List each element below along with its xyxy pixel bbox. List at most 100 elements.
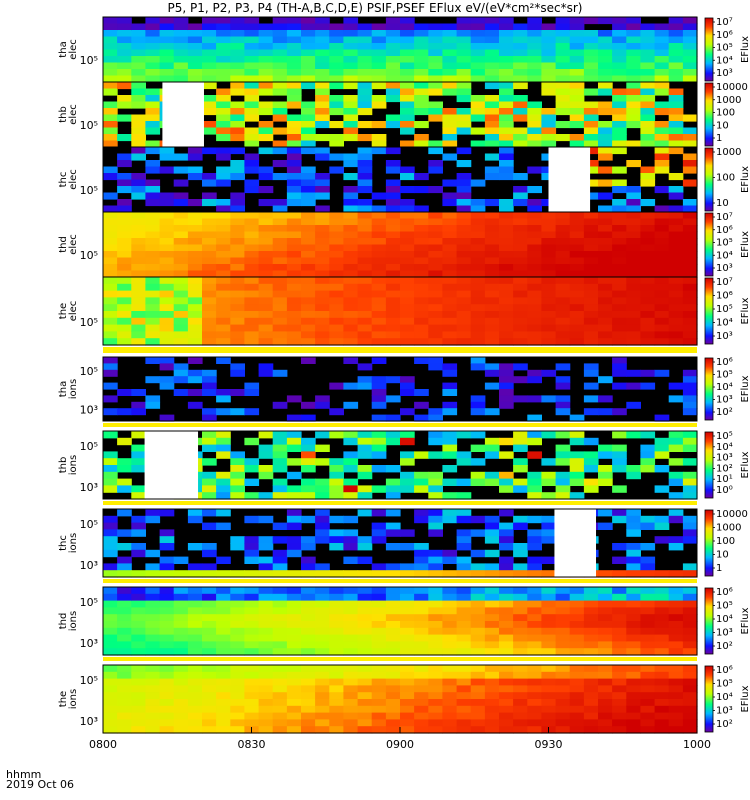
spectrogram-cell (258, 726, 274, 734)
spectrogram-cell (329, 627, 344, 636)
panel-frame (102, 276, 698, 346)
spectrogram-cell (329, 331, 344, 339)
spectrogram-cell (343, 699, 359, 707)
spectrogram-cell (187, 290, 203, 298)
spectrogram-cell (654, 485, 670, 493)
spectrogram-cell (527, 671, 542, 680)
spectrogram-cell (202, 147, 217, 155)
spectrogram-cell (371, 205, 387, 213)
spectrogram-cell (400, 726, 415, 734)
spectrogram-cell (414, 69, 429, 77)
spectrogram-cell (654, 166, 670, 174)
spectrogram-cell (286, 311, 302, 319)
spectrogram-cell (470, 290, 486, 298)
spectrogram-cell (315, 225, 330, 233)
spectrogram-cell (357, 376, 373, 384)
spectrogram-cell (428, 147, 443, 155)
spectrogram-cell (258, 641, 274, 649)
spectrogram-cell (428, 331, 443, 339)
spectrogram-cell (400, 529, 415, 537)
spectrogram-cell (414, 614, 429, 622)
spectrogram-cell (598, 317, 613, 326)
spectrogram-cell (103, 30, 118, 38)
spectrogram-cell (654, 522, 670, 530)
spectrogram-cell (286, 509, 302, 517)
colorbar-gradient (704, 17, 714, 82)
spectrogram-cell (442, 43, 458, 51)
spectrogram-cell (442, 56, 458, 64)
spectrogram-cell (428, 324, 443, 332)
spectrogram-cell (598, 134, 613, 142)
spectrogram-cell (230, 311, 245, 319)
spectrogram-cell (598, 108, 613, 116)
spectrogram-cell (400, 95, 415, 103)
spectrogram-cell (202, 382, 217, 390)
spectrogram-cell (315, 179, 330, 187)
spectrogram-cell (541, 641, 557, 649)
spectrogram-cell (187, 212, 203, 220)
spectrogram-cell (145, 509, 161, 517)
spectrogram-cell (103, 593, 118, 602)
spectrogram-cell (456, 665, 472, 673)
spectrogram-cell (400, 186, 415, 194)
spectrogram-cell (682, 607, 698, 615)
spectrogram-cell (202, 231, 217, 239)
spectrogram-cell (668, 231, 684, 239)
spectrogram-cell (244, 88, 260, 96)
spectrogram-cell (145, 199, 161, 207)
spectrogram-cell (598, 82, 613, 90)
spectrogram-cell (301, 685, 316, 693)
spectrogram-cell (654, 108, 670, 116)
spectrogram-cell (357, 614, 373, 622)
spectrogram-cell (555, 641, 571, 649)
spectrogram-cell (484, 478, 500, 486)
spectrogram-cell (428, 549, 443, 558)
spectrogram-cell (329, 678, 344, 686)
spectrogram-cell (230, 317, 245, 326)
spectrogram-cell (286, 324, 302, 332)
spectrogram-cell (216, 621, 231, 629)
spectrogram-cell (371, 529, 387, 537)
spectrogram-cell (230, 304, 245, 312)
spectrogram-cell (117, 465, 132, 473)
spectrogram-cell (400, 270, 415, 278)
spectrogram-cell (202, 36, 217, 44)
spectrogram-cell (385, 205, 401, 213)
spectrogram-panels: thaelec10⁵thbelec10⁵thcelec10⁵thdelec10⁵… (58, 16, 698, 734)
spectrogram-cell (612, 431, 627, 439)
spectrogram-cell (385, 231, 401, 239)
spectrogram-cell (145, 270, 161, 278)
spectrogram-cell (145, 324, 161, 332)
spectrogram-cell (187, 719, 203, 727)
spectrogram-cell (555, 451, 571, 459)
spectrogram-cell (499, 277, 514, 285)
spectrogram-cell (555, 699, 571, 707)
spectrogram-cell (187, 75, 203, 83)
spectrogram-cell (668, 192, 684, 200)
spectrogram-cell (654, 621, 670, 629)
spectrogram-cell (216, 678, 231, 686)
spectrogram-cell (202, 43, 217, 51)
spectrogram-cell (583, 134, 599, 142)
spectrogram-cell (612, 699, 627, 707)
spectrogram-cell (400, 238, 415, 246)
spectrogram-cell (329, 23, 344, 31)
spectrogram-cell (640, 108, 656, 116)
spectrogram-cell (527, 726, 542, 734)
spectrogram-cell (385, 225, 401, 233)
spectrogram-cell (499, 36, 514, 44)
spectrogram-cell (272, 160, 288, 168)
spectrogram-cell (470, 671, 486, 680)
spectrogram-cell (456, 30, 472, 38)
spectrogram-cell (357, 108, 373, 116)
spectrogram-cell (131, 621, 146, 629)
colorbar-tick-label: 10² (716, 407, 733, 418)
spectrogram-cell (640, 699, 656, 707)
spectrogram-cell (371, 140, 387, 148)
spectrogram-cell (258, 492, 274, 500)
panel-label-species: elec (68, 104, 79, 125)
spectrogram-cell (315, 82, 330, 90)
colorbar-gradient (704, 277, 714, 345)
